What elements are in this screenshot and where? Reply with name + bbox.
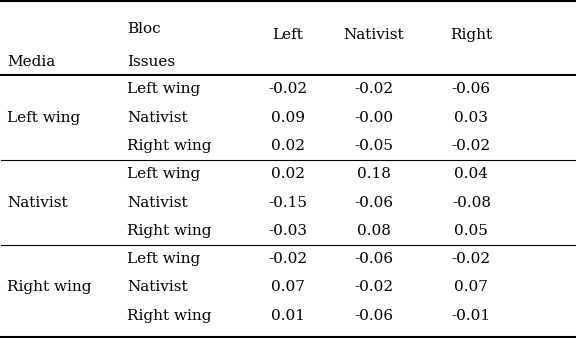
Text: -0.02: -0.02 bbox=[452, 139, 491, 153]
Text: 0.01: 0.01 bbox=[271, 309, 305, 323]
Text: -0.03: -0.03 bbox=[268, 224, 308, 238]
Text: 0.02: 0.02 bbox=[271, 139, 305, 153]
Text: Right wing: Right wing bbox=[127, 224, 212, 238]
Text: 0.07: 0.07 bbox=[271, 281, 305, 294]
Text: Nativist: Nativist bbox=[127, 281, 188, 294]
Text: Nativist: Nativist bbox=[127, 111, 188, 125]
Text: Issues: Issues bbox=[127, 55, 176, 69]
Text: Bloc: Bloc bbox=[127, 22, 161, 35]
Text: Nativist: Nativist bbox=[7, 195, 68, 210]
Text: Left wing: Left wing bbox=[127, 82, 201, 96]
Text: 0.05: 0.05 bbox=[454, 224, 488, 238]
Text: -0.02: -0.02 bbox=[452, 252, 491, 266]
Text: 0.02: 0.02 bbox=[271, 167, 305, 181]
Text: Right wing: Right wing bbox=[127, 139, 212, 153]
Text: -0.05: -0.05 bbox=[354, 139, 393, 153]
Text: -0.02: -0.02 bbox=[268, 82, 308, 96]
Text: Left wing: Left wing bbox=[127, 252, 201, 266]
Text: 0.09: 0.09 bbox=[271, 111, 305, 125]
Text: -0.06: -0.06 bbox=[354, 309, 393, 323]
Text: Left wing: Left wing bbox=[7, 111, 81, 125]
Text: 0.07: 0.07 bbox=[454, 281, 488, 294]
Text: Left wing: Left wing bbox=[127, 167, 201, 181]
Text: -0.06: -0.06 bbox=[354, 195, 393, 210]
Text: 0.04: 0.04 bbox=[454, 167, 488, 181]
Text: 0.08: 0.08 bbox=[357, 224, 391, 238]
Text: -0.15: -0.15 bbox=[268, 195, 308, 210]
Text: -0.06: -0.06 bbox=[354, 252, 393, 266]
Text: -0.02: -0.02 bbox=[268, 252, 308, 266]
Text: 0.18: 0.18 bbox=[357, 167, 391, 181]
Text: -0.02: -0.02 bbox=[354, 281, 393, 294]
Text: -0.00: -0.00 bbox=[354, 111, 393, 125]
Text: -0.01: -0.01 bbox=[452, 309, 491, 323]
Text: Right wing: Right wing bbox=[127, 309, 212, 323]
Text: 0.03: 0.03 bbox=[454, 111, 488, 125]
Text: Right wing: Right wing bbox=[7, 281, 92, 294]
Text: -0.08: -0.08 bbox=[452, 195, 491, 210]
Text: -0.02: -0.02 bbox=[354, 82, 393, 96]
Text: Nativist: Nativist bbox=[127, 195, 188, 210]
Text: Nativist: Nativist bbox=[344, 28, 404, 42]
Text: -0.06: -0.06 bbox=[452, 82, 491, 96]
Text: Left: Left bbox=[272, 28, 304, 42]
Text: Media: Media bbox=[7, 55, 55, 69]
Text: Right: Right bbox=[450, 28, 492, 42]
